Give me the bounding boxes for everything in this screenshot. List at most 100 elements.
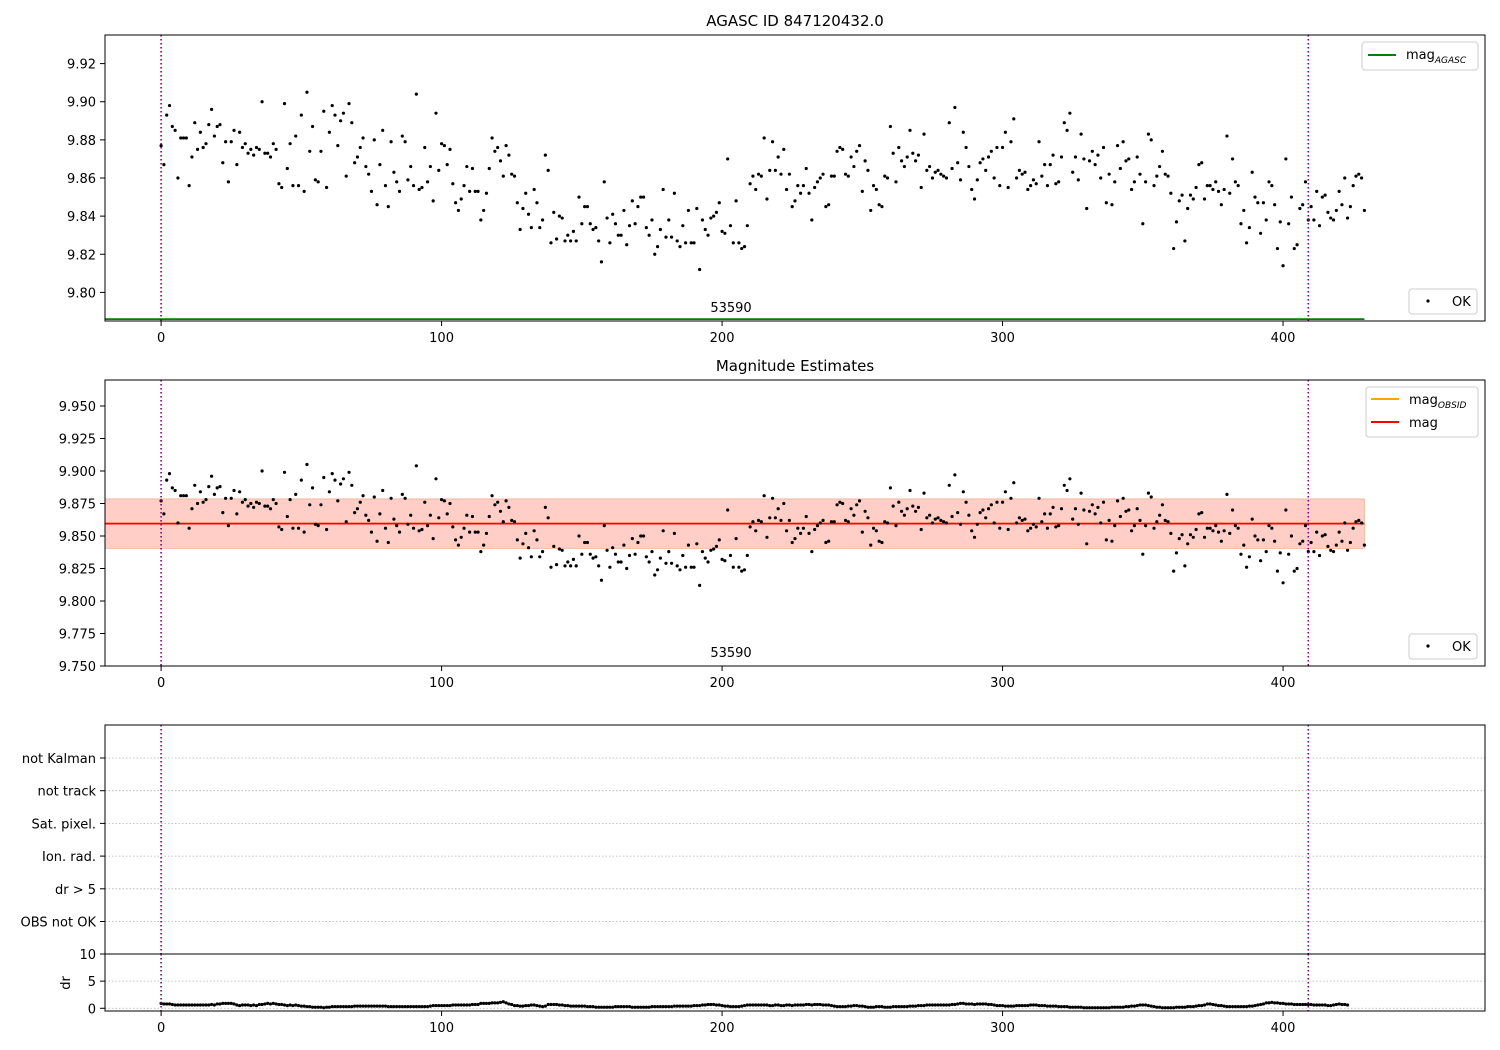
dr-point bbox=[1115, 1005, 1120, 1009]
magnitude-ok-point bbox=[344, 520, 348, 524]
magnitude-ok-point bbox=[322, 475, 326, 480]
agasc-ok-point bbox=[195, 147, 200, 151]
agasc-ok-point bbox=[179, 136, 183, 140]
agasc-ok-point bbox=[1113, 180, 1117, 184]
dr-point bbox=[897, 1005, 901, 1009]
magnitude-xtick-label: 100 bbox=[429, 676, 454, 691]
magnitude-ok-point bbox=[184, 494, 188, 498]
agasc-ok-point bbox=[888, 124, 892, 129]
agasc-ok-point bbox=[1292, 246, 1296, 251]
magnitude-ok-point bbox=[860, 530, 864, 534]
magnitude-ok-point bbox=[1082, 508, 1086, 512]
dr-point bbox=[490, 1001, 494, 1005]
dr-point bbox=[768, 1003, 772, 1008]
agasc-ok-point bbox=[703, 227, 707, 232]
magnitude-ok-point bbox=[773, 516, 777, 520]
agasc-ok-point bbox=[526, 212, 531, 216]
magnitude-ok-point bbox=[462, 526, 466, 530]
dr-point bbox=[1188, 1005, 1193, 1009]
dr-point bbox=[1177, 1005, 1181, 1009]
agasc-ok-point bbox=[1303, 180, 1308, 184]
agasc-ok-point bbox=[1065, 128, 1069, 132]
magnitude-ok-point bbox=[487, 514, 491, 519]
dr-point bbox=[305, 1005, 309, 1009]
agasc-ok-point bbox=[799, 191, 803, 195]
magnitude-ok-point bbox=[807, 531, 811, 536]
magnitude-ok-point bbox=[1292, 569, 1296, 573]
agasc-ok-point bbox=[221, 161, 225, 165]
agasc-ok-point bbox=[341, 111, 346, 115]
agasc-ok-point bbox=[1096, 153, 1100, 157]
agasc-ok-point bbox=[420, 185, 424, 190]
magnitude-ok-point bbox=[235, 512, 239, 516]
agasc-ok-point bbox=[1362, 208, 1366, 213]
dr-point bbox=[1329, 1003, 1333, 1008]
magnitude-ok-point bbox=[787, 518, 791, 523]
agasc-xtick-label: 300 bbox=[990, 331, 1015, 346]
magnitude-ok-point bbox=[914, 509, 918, 513]
agasc-ok-point bbox=[1298, 206, 1302, 211]
dr-point bbox=[981, 1002, 985, 1006]
magnitude-ok-point bbox=[361, 494, 365, 498]
magnitude-ok-point bbox=[1256, 538, 1260, 542]
magnitude-ok-point bbox=[473, 530, 477, 534]
agasc-ok-point bbox=[1101, 145, 1106, 150]
magnitude-ok-point bbox=[282, 470, 287, 474]
agasc-ok-point bbox=[1026, 187, 1030, 192]
magnitude-ok-point bbox=[574, 564, 578, 568]
magnitude-ok-point bbox=[566, 560, 570, 564]
dr-point bbox=[1087, 1006, 1092, 1010]
dr-point bbox=[1230, 1005, 1235, 1009]
dr-point bbox=[1340, 1002, 1344, 1007]
legend-ok-label: OK bbox=[1452, 295, 1471, 310]
agasc-ok-point bbox=[1340, 203, 1344, 207]
magnitude-ok-point bbox=[1076, 522, 1080, 526]
magnitude-ok-point bbox=[165, 478, 169, 482]
dr-point bbox=[801, 1003, 806, 1007]
magnitude-ok-point bbox=[1073, 507, 1078, 511]
dr-point bbox=[1113, 1005, 1117, 1009]
dr-point bbox=[796, 1003, 800, 1007]
magnitude-ok-point bbox=[484, 531, 489, 536]
agasc-ok-point bbox=[535, 201, 539, 205]
magnitude-ok-point bbox=[770, 496, 775, 500]
magnitude-ok-point bbox=[686, 543, 691, 547]
magnitude-ok-point bbox=[518, 556, 522, 560]
dr-point bbox=[885, 1005, 890, 1009]
magnitude-ok-point bbox=[978, 510, 982, 515]
magnitude-ok-point bbox=[1287, 552, 1291, 556]
agasc-ok-point bbox=[776, 155, 780, 159]
dr-point bbox=[877, 1005, 881, 1009]
agasc-ok-point bbox=[1043, 163, 1047, 167]
dr-point bbox=[302, 1004, 306, 1008]
magnitude-ok-point bbox=[263, 504, 267, 508]
agasc-ok-point bbox=[226, 180, 231, 184]
flag-label: not Kalman bbox=[22, 752, 96, 767]
agasc-ok-point bbox=[838, 145, 842, 150]
agasc-ok-legend-box bbox=[1408, 288, 1478, 315]
dr-point bbox=[947, 1003, 951, 1007]
magnitude-ok-point bbox=[1315, 530, 1319, 534]
dr-point bbox=[1110, 1005, 1114, 1009]
magnitude-ok-point bbox=[268, 507, 273, 511]
magnitude-ok-point bbox=[1020, 518, 1024, 523]
agasc-ok-point bbox=[560, 216, 564, 220]
agasc-ok-point bbox=[266, 151, 270, 155]
dr-point bbox=[782, 1003, 786, 1008]
dr-point bbox=[1045, 1004, 1050, 1008]
magnitude-ok-point bbox=[1000, 500, 1005, 504]
dr-xtick-label: 300 bbox=[990, 1021, 1015, 1036]
magnitude-ok-point bbox=[1354, 520, 1358, 524]
dr-point bbox=[1090, 1006, 1094, 1010]
magnitude-ok-point bbox=[1298, 542, 1302, 546]
dr-point bbox=[479, 1001, 483, 1006]
magnitude-ok-point bbox=[599, 578, 604, 582]
magnitude-ok-point bbox=[510, 518, 514, 523]
dr-point bbox=[218, 1002, 222, 1006]
dr-point bbox=[908, 1004, 912, 1008]
agasc-ok-point bbox=[1107, 172, 1111, 176]
magnitude-ok-point bbox=[207, 485, 211, 489]
agasc-ok-point bbox=[459, 197, 463, 201]
magnitude-ok-point bbox=[1141, 552, 1145, 556]
agasc-ok-point bbox=[669, 235, 674, 239]
